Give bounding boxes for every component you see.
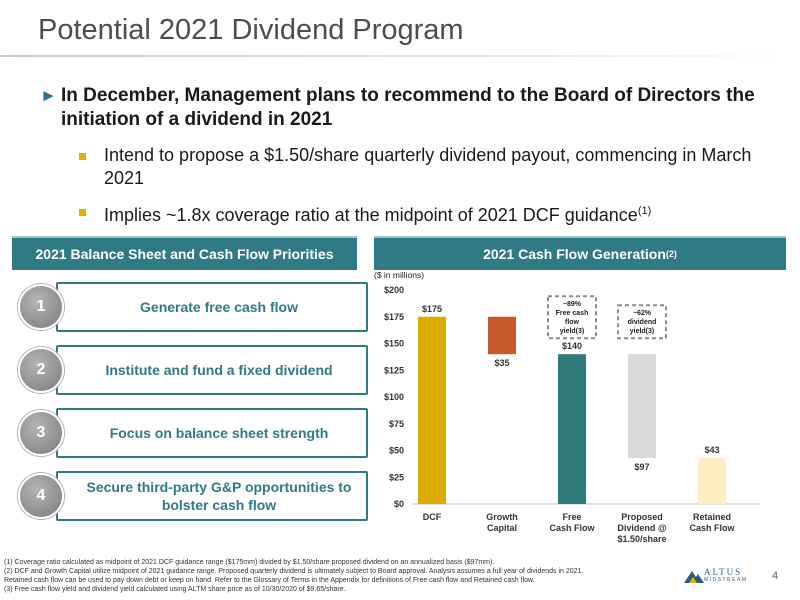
square-bullet-icon <box>79 153 86 160</box>
callout-text: Free cash <box>556 310 589 317</box>
bar-data-label: $97 <box>634 462 649 472</box>
units-label: ($ in millions) <box>374 272 424 280</box>
callout-text: yield(3) <box>560 328 585 335</box>
footnote-1: (1) Coverage ratio calculated as midpoin… <box>4 559 495 566</box>
footnotes: (1) Coverage ratio calculated as midpoin… <box>4 558 684 594</box>
priority-item-2: Institute and fund a fixed dividend 2 <box>12 345 368 395</box>
callout-text: ~89% <box>563 301 582 308</box>
bar <box>558 354 586 504</box>
priority-label: Secure third-party G&P opportunities to … <box>56 471 368 521</box>
x-tick-label: Growth <box>486 512 518 522</box>
y-tick-label: $125 <box>384 365 404 375</box>
x-tick-label: Dividend @ <box>617 523 667 533</box>
y-tick-label: $150 <box>384 339 404 349</box>
bar-data-label: $175 <box>422 304 442 314</box>
main-bullet-text: In December, Management plans to recomme… <box>61 85 755 130</box>
sub-bullet-1: Intend to propose a $1.50/share quarterl… <box>79 144 772 190</box>
bar <box>628 354 656 458</box>
sub-bullet-2-text: Implies ~1.8x coverage ratio at the midp… <box>104 205 652 225</box>
priority-item-1: Generate free cash flow 1 <box>12 282 368 332</box>
callout-text: yield(3) <box>630 328 655 335</box>
priority-label: Focus on balance sheet strength <box>56 408 368 458</box>
callout-text: flow <box>565 319 580 326</box>
footnote-2b: Retained cash flow can be used to pay do… <box>4 577 535 584</box>
y-tick-label: $25 <box>389 472 404 482</box>
x-tick-label: Capital <box>487 523 517 533</box>
bar <box>488 316 516 355</box>
y-tick-label: $200 <box>384 285 404 295</box>
x-tick-label: Retained <box>693 512 731 522</box>
priorities-header: 2021 Balance Sheet and Cash Flow Priorit… <box>12 236 357 270</box>
y-tick-label: $50 <box>389 446 404 456</box>
priority-number: 2 <box>18 347 64 393</box>
mountain-logo-icon <box>684 571 704 583</box>
callout-text: dividend <box>628 319 657 326</box>
title-divider <box>0 55 800 57</box>
x-tick-label: Cash Flow <box>549 523 595 533</box>
bar-data-label: $140 <box>562 341 582 351</box>
footnote-2: (2) DCF and Growth Capital utilize midpo… <box>4 568 584 575</box>
x-tick-label: DCF <box>423 512 442 522</box>
yield-callout-box <box>547 295 597 340</box>
priority-label: Institute and fund a fixed dividend <box>56 345 368 395</box>
page-title: Potential 2021 Dividend Program <box>38 14 464 46</box>
priority-label: Generate free cash flow <box>56 282 368 332</box>
company-logo: ALTUS MIDSTREAM <box>684 566 748 586</box>
priority-item-4: Secure third-party G&P opportunities to … <box>12 471 368 521</box>
main-bullet: ► In December, Management plans to recom… <box>40 84 764 132</box>
x-tick-label: $1.50/share <box>617 534 666 544</box>
callout-text: ~62% <box>633 310 652 317</box>
x-tick-label: Proposed <box>621 512 663 522</box>
bar <box>698 457 726 504</box>
sub-bullet-1-text: Intend to propose a $1.50/share quarterl… <box>104 145 752 188</box>
x-tick-label: Cash Flow <box>689 523 735 533</box>
page-number: 4 <box>772 570 779 582</box>
priority-number: 4 <box>18 473 64 519</box>
bar <box>418 316 446 504</box>
y-tick-label: $175 <box>384 312 404 322</box>
square-bullet-icon <box>79 209 86 216</box>
priority-number: 3 <box>18 410 64 456</box>
y-tick-label: $100 <box>384 392 404 402</box>
x-tick-label: Free <box>562 512 581 522</box>
yield-callout-box <box>617 304 667 340</box>
footnote-3: (3) Free cash flow yield and dividend yi… <box>4 586 346 593</box>
priority-number: 1 <box>18 284 64 330</box>
cash-flow-header: 2021 Cash Flow Generation (2) <box>374 236 786 270</box>
footnote-ref: (1) <box>637 205 652 217</box>
arrow-bullet-icon: ► <box>40 86 57 105</box>
y-tick-label: $75 <box>389 419 404 429</box>
sub-bullet-2: Implies ~1.8x coverage ratio at the midp… <box>79 200 772 227</box>
bar-data-label: $35 <box>494 358 509 368</box>
y-tick-label: $0 <box>394 499 404 509</box>
priority-item-3: Focus on balance sheet strength 3 <box>12 408 368 458</box>
bar-data-label: $43 <box>704 445 719 455</box>
cash-flow-chart: ($ in millions) $0 $25 $50 $75 $100 $125 $150 $1… <box>374 272 760 544</box>
